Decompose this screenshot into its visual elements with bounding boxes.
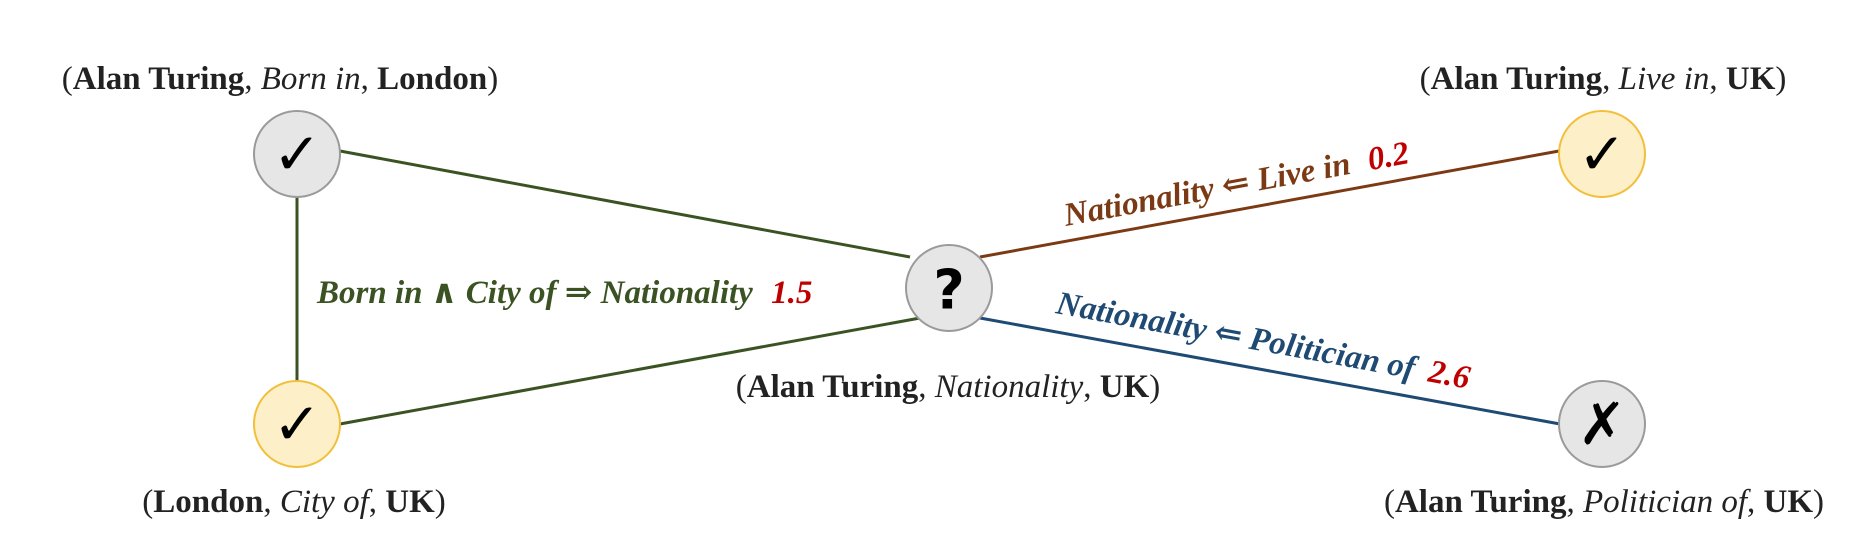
rule-live-text: Nationality ⇐ Live in xyxy=(1060,146,1353,234)
node-query: ? xyxy=(905,244,993,332)
triple-city-of: (London, City of, UK) xyxy=(142,484,446,520)
node-live-in: ✓ xyxy=(1558,110,1646,198)
checkmark-icon: ✓ xyxy=(273,120,322,188)
rule-birth-text: Born in ∧ City of ⇒ Nationality xyxy=(316,275,753,311)
rule-live-label: Nationality ⇐ Live in 0.2 xyxy=(1060,135,1412,234)
node-city-of-circle xyxy=(253,380,341,468)
triple-live-in-tail: UK xyxy=(1726,61,1776,97)
triple-query-head: Alan Turing xyxy=(747,369,919,405)
triple-query-tail: UK xyxy=(1100,369,1150,405)
triple-born-in: (Alan Turing, Born in, London) xyxy=(62,61,499,97)
rule-birth-label: Born in ∧ City of ⇒ Nationality 1.5 xyxy=(316,275,812,311)
cross-icon: ✗ xyxy=(1578,390,1627,458)
node-born-in: ✓ xyxy=(253,110,341,198)
triple-politician-of-tail: UK xyxy=(1764,484,1814,520)
node-politician-of: ✗ xyxy=(1558,380,1646,468)
question-icon: ? xyxy=(933,259,964,322)
edge-born-in-to-query xyxy=(339,149,911,259)
triple-city-of-relation: City of xyxy=(280,484,373,520)
triple-city-of-tail: UK xyxy=(385,484,435,520)
triple-born-in-relation: Born in xyxy=(261,61,361,97)
triple-politician-of-relation: Politician of xyxy=(1582,484,1751,520)
rule-live-weight: 0.2 xyxy=(1365,135,1412,178)
triple-politician-of-head: Alan Turing xyxy=(1395,484,1567,520)
triple-live-in-relation: Live in xyxy=(1618,61,1710,97)
edges xyxy=(295,149,1561,426)
node-live-in-circle xyxy=(1558,110,1646,198)
node-politician-of-circle xyxy=(1558,380,1646,468)
triple-born-in-tail: London xyxy=(377,61,487,97)
node-born-in-circle xyxy=(253,110,341,198)
triple-query-relation: Nationality xyxy=(934,369,1084,405)
node-query-circle xyxy=(905,244,993,332)
edge-query-to-politician-of xyxy=(979,316,1561,426)
node-city-of: ✓ xyxy=(253,380,341,468)
triple-live-in-head: Alan Turing xyxy=(1431,61,1603,97)
triple-live-in: (Alan Turing, Live in, UK) xyxy=(1420,61,1787,97)
rule-politician-weight: 2.6 xyxy=(1425,354,1474,397)
triple-politician-of: (Alan Turing, Politician of, UK) xyxy=(1384,484,1824,520)
rule-birth-weight: 1.5 xyxy=(771,275,812,311)
checkmark-icon: ✓ xyxy=(1578,120,1627,188)
triple-query: (Alan Turing, Nationality, UK) xyxy=(736,369,1161,405)
edge-city-of-to-query xyxy=(339,316,921,426)
checkmark-icon: ✓ xyxy=(273,390,322,458)
edge-query-to-live-in xyxy=(979,149,1560,259)
triple-born-in-head: Alan Turing xyxy=(73,61,245,97)
triple-city-of-head: London xyxy=(153,484,263,520)
